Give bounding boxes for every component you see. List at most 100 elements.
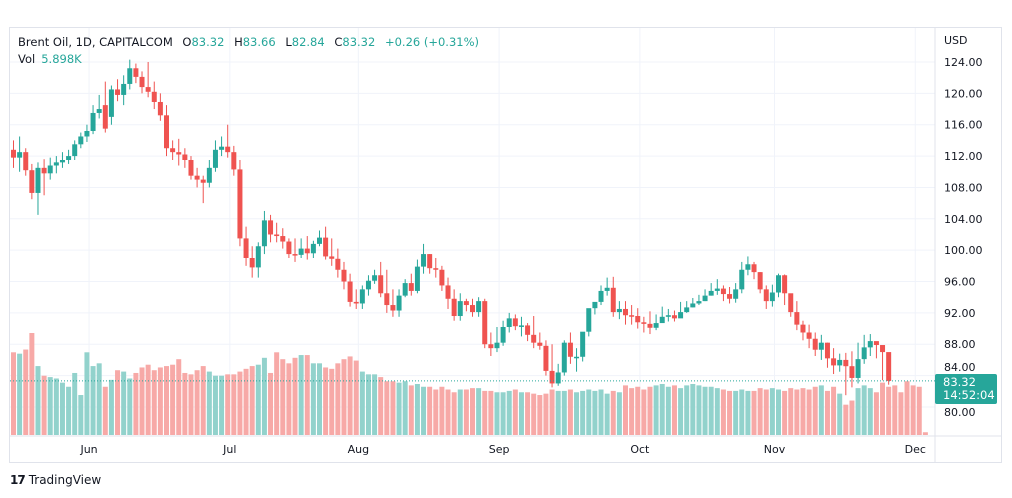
candle-body <box>157 101 163 116</box>
candle-body <box>769 292 775 302</box>
candle <box>696 294 702 306</box>
candle-body <box>188 160 194 176</box>
volume-bar <box>598 389 604 435</box>
candle <box>139 71 145 94</box>
candle-body <box>463 301 469 306</box>
candle-body <box>873 341 879 346</box>
candle <box>433 258 439 278</box>
candle-body <box>629 315 635 317</box>
volume-bar <box>506 390 512 435</box>
candle <box>170 140 176 160</box>
volume-bar <box>243 368 249 435</box>
candle <box>421 243 427 274</box>
volume-bar <box>623 385 628 435</box>
candle <box>849 351 855 388</box>
volume-bar <box>102 386 108 435</box>
candle <box>671 310 677 322</box>
candle <box>188 156 194 180</box>
candle <box>506 312 512 333</box>
tradingview-logo-icon[interactable]: 17 <box>10 473 26 487</box>
candle-body <box>47 165 53 174</box>
volume-bar <box>463 389 469 435</box>
volume-bar <box>806 389 812 435</box>
candle-body <box>867 341 873 348</box>
volume-bar <box>96 363 102 435</box>
volume-bar <box>280 359 286 435</box>
candle <box>586 308 592 337</box>
candle-body <box>255 246 261 268</box>
candle-body <box>451 298 457 317</box>
candle <box>23 148 29 176</box>
volume-bar <box>378 377 384 435</box>
volume-bar <box>910 385 916 435</box>
volume-bar <box>439 386 445 435</box>
candle <box>90 105 96 135</box>
volume-bars <box>11 333 928 435</box>
volume-bar <box>365 374 371 435</box>
price-tick-label: 120.00 <box>944 87 983 100</box>
volume-bar <box>653 385 659 435</box>
volume-bar <box>78 395 84 435</box>
candle <box>543 340 549 376</box>
candle-body <box>727 294 733 299</box>
candle-body <box>384 293 390 306</box>
candle <box>402 279 408 298</box>
candle-body <box>261 220 267 247</box>
candle-body <box>653 323 659 328</box>
candle <box>665 308 671 322</box>
candle-body <box>702 295 708 302</box>
candle <box>439 265 445 291</box>
candle <box>561 340 567 376</box>
candle-body <box>408 283 414 291</box>
volume-bar <box>745 390 751 435</box>
volume-bar <box>549 389 555 435</box>
price-tick-label: 104.00 <box>944 213 983 226</box>
candle-body <box>121 83 127 95</box>
candle <box>702 289 708 302</box>
price-tick-label: 84.00 <box>944 361 976 374</box>
candle-body <box>549 370 555 384</box>
volume-bar <box>733 390 739 435</box>
brand-name[interactable]: TradingView <box>28 473 102 487</box>
candle <box>127 59 133 90</box>
candle-body <box>23 152 29 171</box>
candle-body <box>776 275 781 293</box>
volume-bar <box>763 389 769 435</box>
candle-body <box>164 115 169 149</box>
candle <box>115 79 121 102</box>
volume-bar <box>904 381 910 435</box>
candle <box>500 320 506 346</box>
candle-body <box>151 91 157 102</box>
candle <box>855 342 861 384</box>
volume-bar <box>757 388 763 435</box>
volume-bar <box>249 366 255 435</box>
candle <box>53 156 59 174</box>
candle <box>445 277 451 309</box>
candle-body <box>396 295 402 311</box>
volume-bar <box>512 389 518 435</box>
candle <box>463 298 469 312</box>
candle <box>776 273 781 298</box>
candle <box>525 323 531 342</box>
candle <box>329 238 335 266</box>
volume-bar <box>145 364 151 435</box>
volume-bar <box>482 390 488 435</box>
candle-body <box>684 307 690 313</box>
candle-body <box>414 266 420 291</box>
candle-body <box>518 325 524 327</box>
candle-body <box>133 68 139 77</box>
volume-bar <box>59 382 65 435</box>
currency-label: USD <box>944 34 968 47</box>
candle <box>769 284 775 307</box>
volume-bar <box>219 375 225 435</box>
time-tick-label: Nov <box>764 443 786 456</box>
candle <box>574 348 580 372</box>
candle-body <box>855 359 861 378</box>
volume-bar <box>586 389 592 435</box>
symbol-title[interactable]: Brent Oil, 1D, CAPITALCOM <box>18 35 173 49</box>
candle <box>200 175 206 204</box>
volume-bar <box>873 392 879 435</box>
price-tick-label: 108.00 <box>944 181 983 194</box>
volume-bar <box>720 389 726 435</box>
